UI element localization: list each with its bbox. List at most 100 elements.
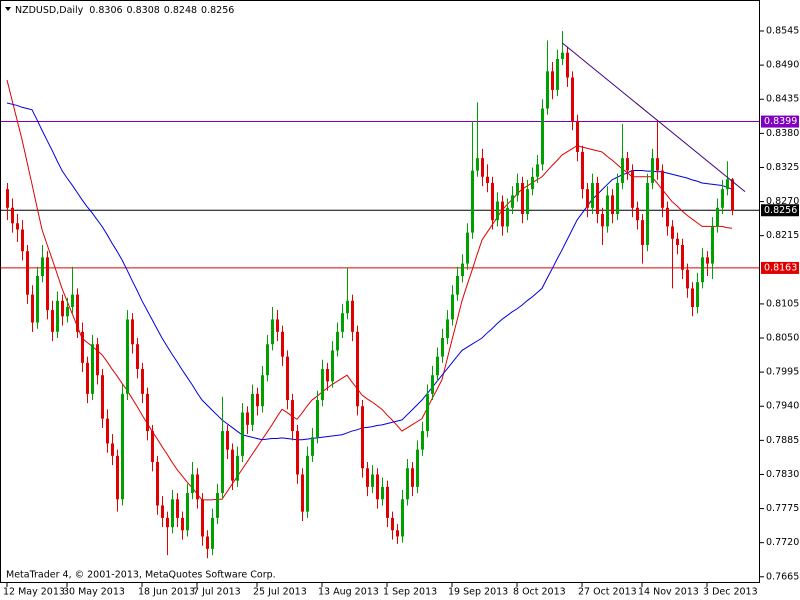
- candle-body: [116, 455, 119, 500]
- candle-body: [506, 207, 509, 227]
- symbol: NZDUSD,Daily: [15, 5, 84, 16]
- candle-body: [121, 393, 124, 500]
- candle-body: [26, 251, 29, 295]
- candle-body: [171, 499, 174, 528]
- candle-body: [491, 182, 494, 221]
- candle-body: [246, 412, 249, 425]
- candle-body: [621, 158, 624, 183]
- x-tick-label: 14 Nov 2013: [638, 587, 699, 598]
- candle-body: [536, 164, 539, 177]
- candle-body: [66, 307, 69, 317]
- candle-body: [256, 393, 259, 407]
- candle-body: [261, 375, 264, 407]
- candle-body: [611, 195, 614, 214]
- candle-body: [571, 77, 574, 121]
- x-tick-label: 25 Jul 2013: [253, 587, 307, 598]
- candle-body: [381, 486, 384, 500]
- x-tick-label: 19 Sep 2013: [448, 587, 508, 598]
- moving-average: [6, 102, 733, 441]
- candle-body: [651, 158, 654, 183]
- candle-body: [361, 406, 364, 469]
- plot-border: [0, 0, 760, 583]
- candle-body: [401, 499, 404, 537]
- candle-body: [596, 182, 599, 214]
- y-tick-label: 0.8050: [766, 333, 799, 344]
- candle-body: [106, 418, 109, 444]
- candle-body: [186, 493, 189, 531]
- candle-body: [726, 179, 729, 190]
- x-tick-label: 30 May 2013: [63, 587, 125, 598]
- candle-body: [201, 499, 204, 537]
- candle-body: [711, 226, 714, 264]
- candle-body: [501, 201, 504, 227]
- y-tick-label: 0.7665: [766, 571, 799, 582]
- candle-body: [566, 52, 569, 78]
- candle-body: [496, 201, 499, 221]
- candle-body: [226, 431, 229, 450]
- candle-body: [81, 331, 84, 363]
- candle-body: [421, 431, 424, 450]
- candle-body: [561, 52, 564, 59]
- price-label-box: [761, 115, 799, 128]
- candle-body: [286, 356, 289, 401]
- candle-body: [646, 182, 649, 245]
- candle-body: [556, 58, 559, 90]
- y-tick-label: 0.8435: [766, 94, 799, 105]
- candle-body: [86, 362, 89, 394]
- candle-body: [271, 319, 274, 345]
- low-value: 0.8248: [164, 5, 197, 16]
- y-tick-label: 0.7885: [766, 435, 799, 446]
- candle-body: [176, 499, 179, 518]
- high-value: 0.8308: [127, 5, 160, 16]
- candle-body: [431, 375, 434, 394]
- chart-header: NZDUSD,Daily 0.8306 0.8308 0.8248 0.8256: [15, 5, 234, 16]
- candle-body: [456, 275, 459, 295]
- x-tick-label: 3 Dec 2013: [703, 587, 758, 598]
- candle-body: [396, 530, 399, 537]
- candle-body: [376, 474, 379, 500]
- y-tick-label: 0.8105: [766, 298, 799, 309]
- candle-body: [671, 226, 674, 239]
- x-tick-label: 18 Jun 2013: [138, 587, 195, 598]
- candle-body: [206, 536, 209, 549]
- candle-body: [326, 369, 329, 382]
- candle-body: [146, 393, 149, 432]
- x-tick-label: 8 Oct 2013: [513, 587, 566, 598]
- candle-body: [336, 331, 339, 351]
- candle-body: [436, 356, 439, 376]
- candle-body: [481, 158, 484, 177]
- price-label: 0.8399: [764, 116, 797, 127]
- candle-body: [656, 158, 659, 171]
- open-value: 0.8306: [89, 5, 122, 16]
- collapse-icon[interactable]: [5, 7, 11, 11]
- candle-body: [516, 182, 519, 196]
- candle-body: [521, 182, 524, 214]
- candle-body: [451, 294, 454, 320]
- candle-body: [386, 486, 389, 518]
- candle-body: [301, 474, 304, 512]
- y-tick-label: 0.7995: [766, 367, 799, 378]
- candle-body: [541, 108, 544, 165]
- candle-body: [531, 176, 534, 190]
- candle-body: [351, 300, 354, 332]
- candle-body: [641, 220, 644, 245]
- x-tick-label: 27 Oct 2013: [578, 587, 637, 598]
- candle-body: [366, 468, 369, 487]
- candle-body: [91, 344, 94, 394]
- candle-body: [321, 369, 324, 401]
- candle-body: [551, 71, 554, 90]
- x-tick-label: 12 May 2013: [3, 587, 65, 598]
- candle-body: [56, 300, 59, 332]
- candle-body: [281, 331, 284, 357]
- candle-body: [706, 257, 709, 264]
- candle-body: [466, 232, 469, 264]
- candle-body: [76, 294, 79, 332]
- candle-body: [296, 431, 299, 475]
- close-value: 0.8256: [201, 5, 234, 16]
- candle-body: [136, 344, 139, 370]
- candle-body: [721, 189, 724, 208]
- y-tick-label: 0.7775: [766, 503, 799, 514]
